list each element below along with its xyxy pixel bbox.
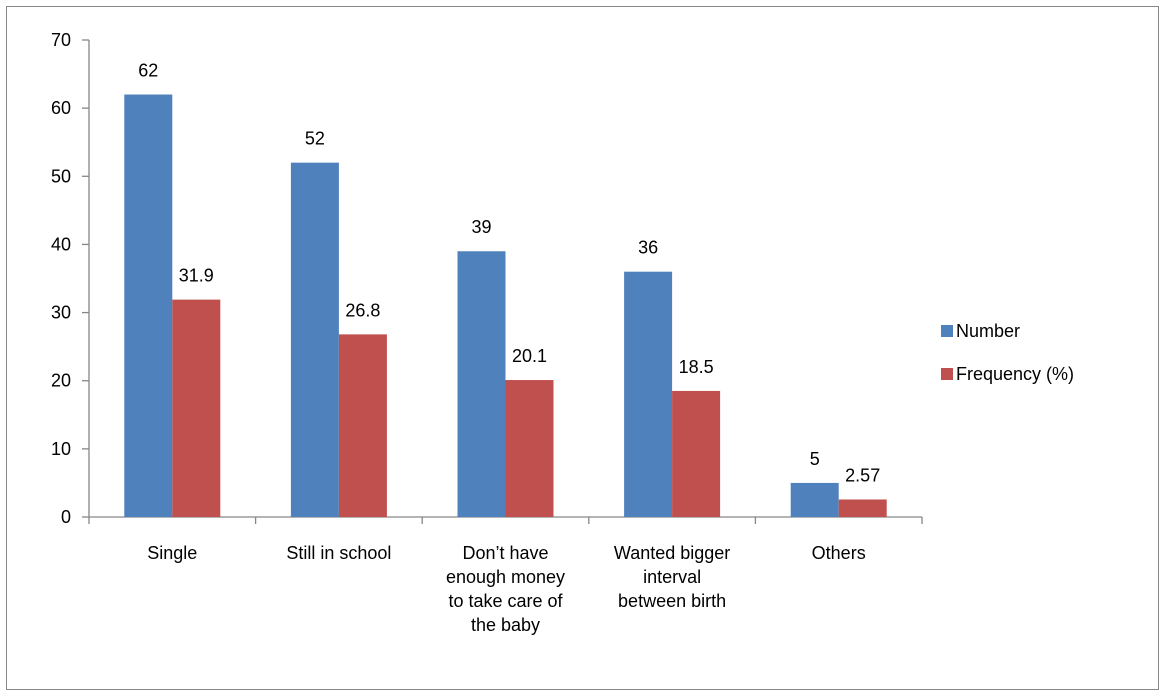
data-labels: 62 31.9 52 26.8 39 20.1 36 18.5 5 2.57 bbox=[138, 61, 880, 486]
bar-chart: 0 10 20 30 40 50 60 70 62 31.9 52 26.8 39 20.1 36 18.5… bbox=[51, 30, 1074, 635]
y-tick-label: 10 bbox=[51, 439, 71, 459]
category-labels: Single Still in school Don’t have enough mo… bbox=[147, 543, 865, 635]
y-tick-label: 60 bbox=[51, 98, 71, 118]
chart-frame: 0 10 20 30 40 50 60 70 62 31.9 52 26.8 39 20.1 36 18.5… bbox=[6, 6, 1159, 690]
legend-swatch bbox=[941, 368, 953, 380]
bar-frequency bbox=[505, 380, 554, 517]
bar-number bbox=[624, 271, 673, 517]
bar-number bbox=[790, 482, 839, 517]
y-tick-label: 30 bbox=[51, 303, 71, 323]
data-label: 18.5 bbox=[679, 357, 714, 377]
bar-number bbox=[457, 251, 506, 517]
legend-label: Number bbox=[956, 321, 1020, 341]
y-axis-ticks: 0 10 20 30 40 50 60 70 bbox=[51, 30, 89, 527]
bar-number bbox=[124, 94, 173, 517]
category-label: Don’t have enough money to take care of the… bbox=[446, 543, 565, 635]
y-tick-label: 20 bbox=[51, 371, 71, 391]
bar-frequency bbox=[672, 390, 721, 517]
category-label: Wanted bigger interval between birth bbox=[614, 543, 730, 611]
data-label: 39 bbox=[471, 217, 491, 237]
legend-label: Frequency (%) bbox=[956, 364, 1074, 384]
legend-swatch bbox=[941, 325, 953, 337]
data-label: 62 bbox=[138, 61, 158, 81]
bar-frequency bbox=[338, 334, 387, 517]
bar-number bbox=[290, 162, 339, 517]
y-tick-label: 70 bbox=[51, 30, 71, 50]
data-label: 52 bbox=[305, 129, 325, 149]
data-label: 26.8 bbox=[345, 300, 380, 320]
chart-bars bbox=[124, 94, 887, 517]
category-label: Single bbox=[147, 543, 197, 563]
data-label: 36 bbox=[638, 238, 658, 258]
bar-frequency bbox=[838, 499, 887, 517]
chart-legend: Number Frequency (%) bbox=[941, 321, 1074, 384]
data-label: 31.9 bbox=[179, 266, 214, 286]
data-label: 2.57 bbox=[845, 465, 880, 485]
y-tick-label: 0 bbox=[61, 507, 71, 527]
y-tick-label: 40 bbox=[51, 234, 71, 254]
y-tick-label: 50 bbox=[51, 166, 71, 186]
data-label: 5 bbox=[810, 449, 820, 469]
category-label: Others bbox=[812, 543, 866, 563]
category-label: Still in school bbox=[286, 543, 391, 563]
data-label: 20.1 bbox=[512, 346, 547, 366]
bar-frequency bbox=[172, 299, 221, 517]
